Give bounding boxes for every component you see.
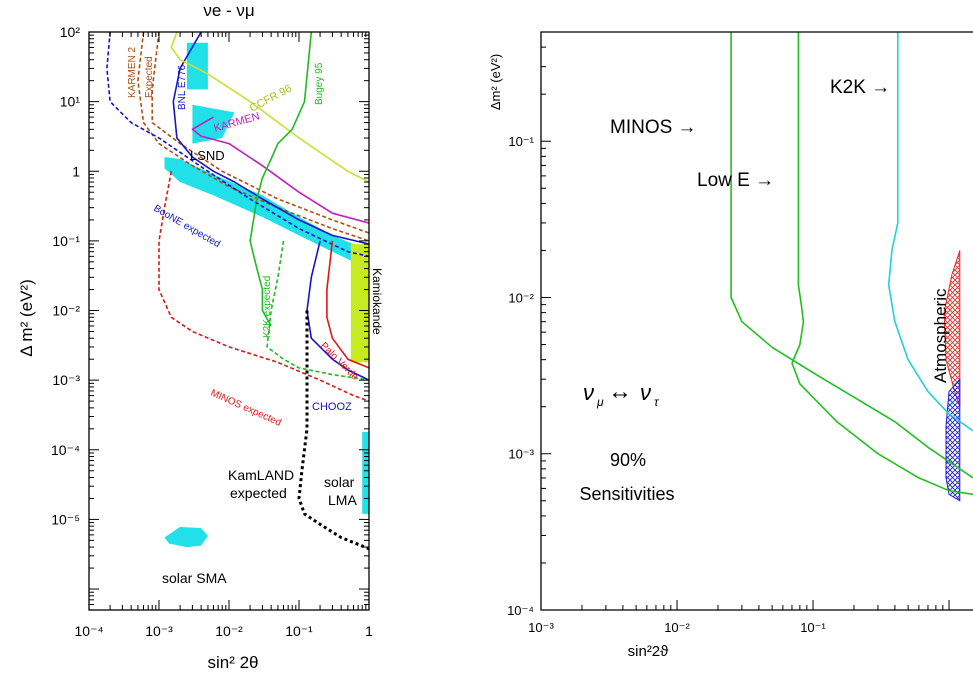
series-chooz [306, 240, 369, 381]
x-tick-label: 10⁻³ [145, 623, 173, 639]
series-k2k-expected [266, 240, 369, 381]
label-chooz: CHOOZ [312, 401, 352, 413]
x-tick-label: 10⁻² [215, 623, 243, 639]
series-k2k [887, 32, 973, 432]
left-title: νe - νμ [203, 1, 254, 20]
label-solar-sma: solar SMA [162, 570, 227, 586]
label-karmen2-expected: Expected [144, 56, 155, 98]
x-tick-label: 10⁻² [664, 620, 690, 635]
series-bugey-95 [249, 32, 313, 327]
series-minos-expected [158, 171, 369, 402]
region-kamiokande [350, 244, 369, 363]
label-boone-expected: BooNE expected [152, 203, 223, 250]
left-series [106, 32, 369, 551]
region-item-1 [945, 377, 961, 502]
left-ylabel: Δ m² (eV²) [17, 279, 36, 356]
right-plot-frame [540, 31, 973, 611]
region-item-2 [192, 104, 235, 144]
y-tick-label: 10⁻¹ [508, 134, 534, 149]
y-tick-label: 1 [72, 163, 80, 179]
label-kamiokande: Kamiokande [370, 268, 384, 335]
label-mu: μ [596, 395, 604, 409]
right-ylabel: Δm² (eV²) [488, 54, 503, 110]
y-tick-label: 10¹ [60, 94, 81, 110]
label-solar: solar [324, 474, 355, 490]
series-expected [151, 32, 369, 234]
series-palo-verde [326, 240, 369, 369]
right-xlabel: sin²2ϑ [628, 643, 670, 660]
label-bnl-e776: BNL E776 [177, 64, 188, 110]
series-karmen-2 [137, 32, 369, 242]
series-karmen [191, 116, 369, 224]
x-tick-label: 10⁻³ [528, 620, 554, 635]
right-ticks: 10⁻³ 10⁻² 10⁻¹ 10⁻¹ 10⁻² 10⁻³ 10⁻⁴ [507, 31, 950, 635]
y-tick-label: 10⁻¹ [52, 233, 80, 249]
region-lsnd [164, 157, 354, 262]
label-minos-expected: MINOS expected [209, 388, 283, 429]
left-ticks: 10⁻⁴ 10⁻³ 10⁻² 10⁻¹ 1 10² 10¹ 1 10⁻¹ 10⁻² 10⁻³ 10⁻⁴… [51, 24, 373, 639]
left-chart: 10⁻⁴ 10⁻³ 10⁻² 10⁻¹ 1 10² 10¹ 1 10⁻¹ 10⁻² 10⁻³ 10⁻⁴… [17, 1, 384, 672]
label-kamland: KamLAND [228, 467, 294, 483]
x-tick-label: 10⁻⁴ [75, 623, 104, 639]
y-tick-label: 10⁻³ [508, 447, 534, 462]
region-item-1 [186, 42, 208, 90]
y-tick-label: 10⁻⁴ [51, 442, 80, 458]
label-karmen2: KARMEN 2 [127, 46, 138, 98]
right-chart: 10⁻³ 10⁻² 10⁻¹ 10⁻¹ 10⁻² 10⁻³ 10⁻⁴ sin²2ϑ Δm² … [488, 31, 973, 660]
label-tau: τ [654, 395, 660, 409]
region-solar-sma [164, 526, 208, 548]
x-tick-label: 10⁻¹ [285, 623, 313, 639]
label-k2k-expected: K2K expected [262, 276, 273, 338]
label-minos: MINOS → [610, 117, 697, 138]
right-series [730, 32, 973, 496]
region-solar-lma [362, 432, 369, 514]
label-arrow-both: ↔ [608, 378, 632, 405]
label-lsnd: LSND [190, 148, 225, 163]
series-boone-expected [106, 32, 369, 258]
x-tick-label: 1 [365, 623, 373, 639]
label-bugey95: Bugey 95 [314, 62, 325, 105]
series-bnl-e776 [172, 32, 369, 245]
label-ccfr96: CCFR 96 [248, 83, 294, 115]
series-ccfr-96 [170, 32, 369, 183]
y-tick-label: 10² [60, 24, 81, 40]
series-minos [730, 32, 973, 479]
y-tick-label: 10⁻² [52, 303, 80, 319]
label-atmospheric: Atmospheric [931, 288, 950, 383]
y-tick-label: 10⁻⁴ [507, 603, 534, 618]
left-xlabel: sin² 2θ [207, 653, 258, 672]
label-k2k: K2K → [830, 77, 890, 98]
y-tick-label: 10⁻² [508, 290, 534, 305]
label-kamland-expected: expected [230, 485, 287, 501]
label-low-e: Low E → [697, 170, 774, 191]
label-lma: LMA [328, 492, 357, 508]
right-regions [943, 250, 961, 502]
label-90pct: 90% [610, 450, 646, 470]
label-sensitivities: Sensitivities [579, 484, 674, 504]
y-tick-label: 10⁻³ [52, 372, 80, 388]
label-numu-nutau: ν μ ↔ ν τ [583, 378, 660, 409]
y-tick-label: 10⁻⁵ [51, 511, 80, 527]
left-regions [164, 42, 369, 548]
series-low-e [791, 32, 973, 496]
x-tick-label: 10⁻¹ [800, 620, 826, 635]
label-nu-1: ν [583, 380, 594, 405]
label-nu-2: ν [640, 380, 651, 405]
